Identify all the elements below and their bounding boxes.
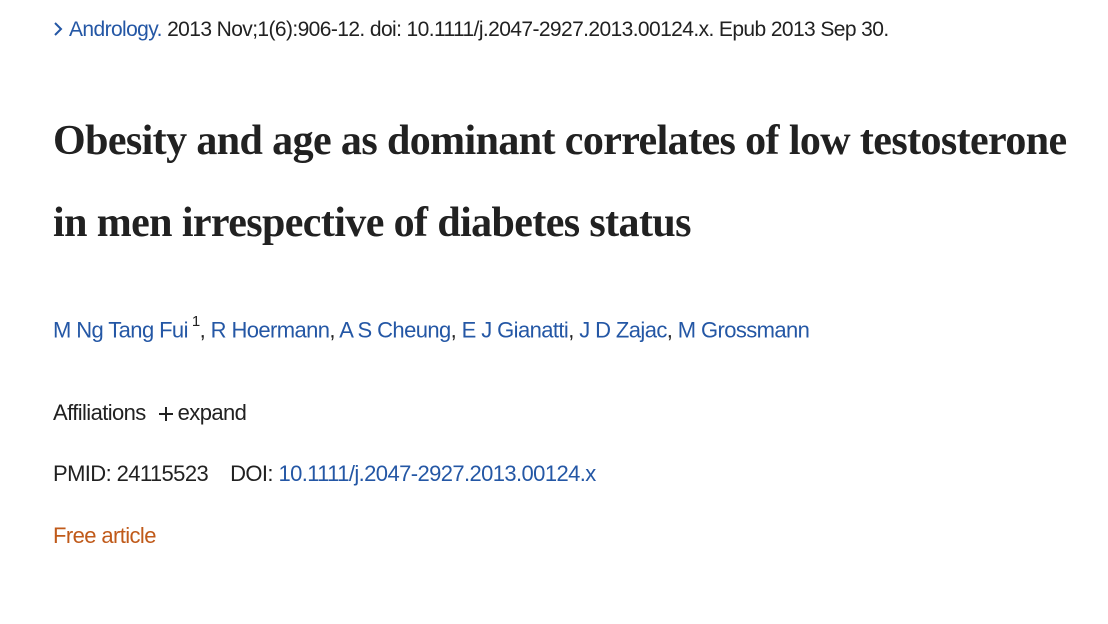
author-separator: , (666, 317, 673, 343)
doi-link[interactable]: 10.1111/j.2047-2927.2013.00124.x (278, 461, 596, 486)
pmid-label: PMID: (53, 461, 112, 486)
affiliations: Affiliations expand (53, 400, 247, 426)
author-link[interactable]: J D Zajac (579, 317, 667, 343)
author-link[interactable]: A S Cheung (339, 317, 451, 343)
author-separator: , (450, 317, 457, 343)
citation-details: 2013 Nov;1(6):906-12. doi: 10.1111/j.204… (167, 18, 889, 41)
article-title: Obesity and age as dominant correlates o… (53, 118, 1067, 246)
pmid: 24115523 (116, 461, 209, 486)
free-article-badge[interactable]: Free article (53, 523, 156, 548)
author-separator: , (568, 317, 574, 343)
author-list: M Ng Tang Fui 1, R Hoermann, A S Cheung, … (53, 313, 810, 343)
plus-icon[interactable] (158, 406, 174, 422)
chevron-icon (54, 22, 63, 36)
author-link[interactable]: R Hoermann (210, 317, 330, 343)
author-separator: , (329, 317, 335, 343)
author-link[interactable]: M Ng Tang Fui (53, 317, 188, 343)
journal-link[interactable]: Andrology. (69, 18, 162, 41)
expand-toggle[interactable]: expand (177, 400, 247, 425)
author-link[interactable]: E J Gianatti (461, 317, 569, 343)
affiliations-label: Affiliations (53, 400, 146, 425)
doi-label: DOI: (230, 461, 273, 486)
identifiers: PMID: 24115523 DOI: 10.1111/j.2047-2927.2… (53, 461, 596, 487)
affiliation-number[interactable]: 1 (191, 313, 200, 330)
author-link[interactable]: M Grossmann (677, 317, 810, 343)
author-separator: , (199, 317, 206, 343)
citation: Andrology. 2013 Nov;1(6):906-12. doi: 10… (53, 18, 889, 42)
